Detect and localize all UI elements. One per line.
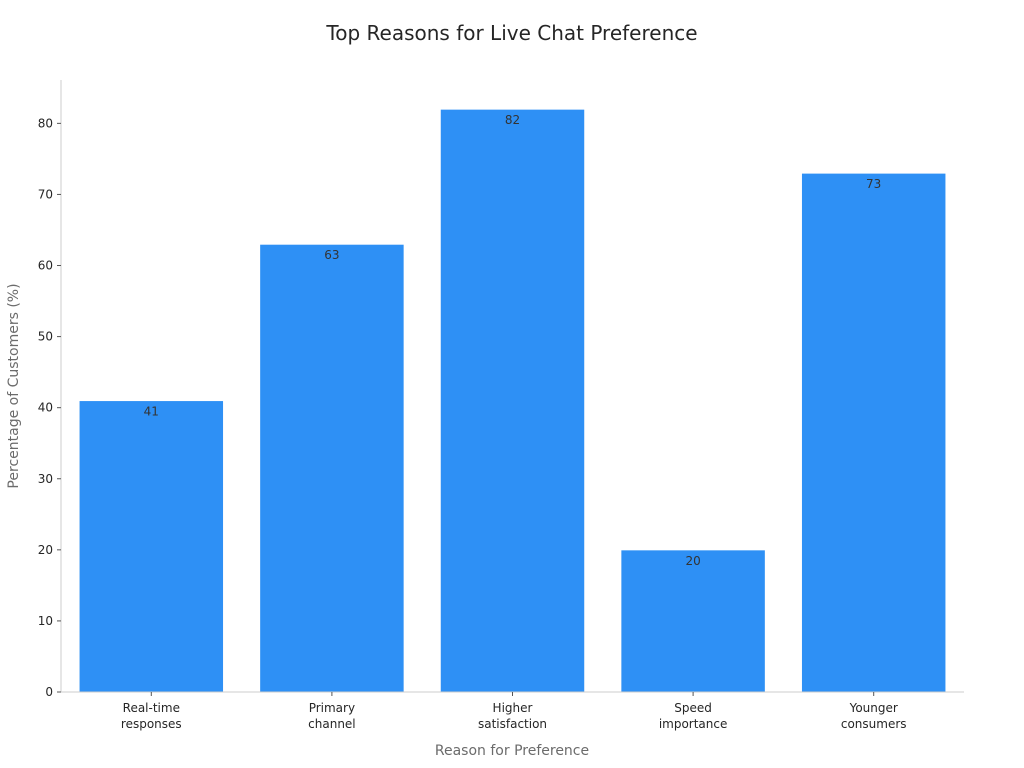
- chart-title: Top Reasons for Live Chat Preference: [325, 21, 697, 45]
- x-ticks-group: Real-time responses Primary channel Higher sa…: [121, 692, 907, 731]
- x-tick-label-line: channel: [308, 717, 355, 731]
- x-tick-label-line: consumers: [841, 717, 907, 731]
- x-tick-label: Primary channel: [308, 701, 355, 731]
- y-tick-label: 0: [45, 685, 53, 699]
- x-tick-label: Younger consumers: [841, 701, 907, 731]
- x-tick-label-line: Primary: [309, 701, 355, 715]
- y-tick-label: 30: [38, 472, 53, 486]
- bar: [800, 172, 947, 693]
- y-ticks-group: 0 10 20 30 40 50 60 70 80: [38, 116, 61, 699]
- x-tick-label-line: satisfaction: [478, 717, 547, 731]
- y-tick-label: 50: [38, 330, 53, 344]
- bar-value-label: 41: [144, 405, 159, 419]
- bar-value-label: 73: [866, 177, 881, 191]
- y-axis-label: Percentage of Customers (%): [6, 283, 22, 488]
- y-tick-label: 70: [38, 187, 53, 201]
- y-tick-label: 60: [38, 259, 53, 273]
- x-tick-label-line: Real-time: [123, 701, 180, 715]
- bar: [259, 243, 405, 693]
- bar-value-label: 20: [685, 554, 700, 568]
- bar: [78, 400, 225, 693]
- y-tick-label: 80: [38, 116, 53, 130]
- bar: [439, 108, 586, 693]
- x-tick-label-line: Younger: [849, 701, 898, 715]
- x-tick-label-line: importance: [659, 717, 728, 731]
- y-tick-label: 10: [38, 614, 53, 628]
- x-tick-label: Real-time responses: [121, 701, 182, 731]
- x-tick-label: Speed importance: [659, 701, 728, 731]
- y-tick-label: 40: [38, 401, 53, 415]
- bars-group: [78, 108, 947, 693]
- y-tick-label: 20: [38, 543, 53, 557]
- data-labels-group: 41 63 82 20 73: [144, 113, 882, 568]
- bar-value-label: 63: [324, 248, 339, 262]
- bar-value-label: 82: [505, 113, 520, 127]
- x-tick-label: Higher satisfaction: [478, 701, 547, 731]
- x-tick-label-line: Higher: [493, 701, 533, 715]
- x-tick-label-line: Speed: [674, 701, 712, 715]
- x-axis-label: Reason for Preference: [435, 743, 589, 759]
- bar: [620, 549, 766, 693]
- x-tick-label-line: responses: [121, 717, 182, 731]
